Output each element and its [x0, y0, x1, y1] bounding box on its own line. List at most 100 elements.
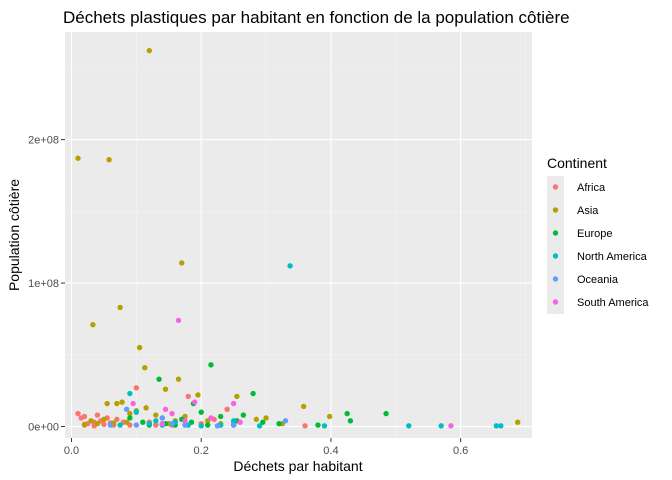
point-north-america [146, 420, 153, 427]
point-oceania [107, 422, 114, 428]
plot-panel [65, 32, 532, 438]
legend-label-asia: Asia [577, 205, 599, 217]
point-asia [326, 413, 333, 420]
point-north-america [153, 418, 159, 424]
y-axis: 0e+00 1e+08 2e+08 [28, 135, 65, 434]
point-asia [162, 386, 169, 392]
point-asia [90, 321, 96, 328]
point-north-america [117, 422, 123, 428]
grid-major [65, 32, 532, 438]
point-north-america [198, 423, 204, 429]
point-africa [101, 421, 107, 428]
point-africa [114, 416, 120, 423]
point-asia [195, 392, 201, 398]
point-north-america [493, 423, 500, 429]
legend: Continent Africa Asia Europe North America O… [547, 155, 649, 314]
point-europe [198, 409, 204, 415]
point-africa [75, 410, 81, 417]
point-north-america [498, 423, 504, 429]
point-europe [208, 362, 214, 368]
point-oceania [282, 418, 289, 424]
legend-label-europe: Europe [577, 228, 612, 240]
point-asia [146, 47, 153, 54]
point-europe [204, 422, 211, 428]
point-asia [175, 376, 182, 382]
point-europe [383, 410, 389, 417]
legend-label-africa: Africa [577, 182, 606, 194]
point-asia [234, 393, 240, 400]
point-asia [101, 416, 107, 423]
point-oceania [230, 422, 237, 428]
legend-key-oceania [552, 276, 559, 282]
data-points [75, 47, 521, 429]
x-tick-label: 0.6 [453, 445, 468, 457]
x-tick-label: 0.0 [64, 445, 79, 457]
x-tick-label: 0.2 [194, 445, 209, 457]
point-south-america [130, 400, 136, 407]
point-asia [114, 400, 120, 407]
y-tick-label: 0e+00 [28, 422, 59, 434]
point-south-america [237, 419, 243, 425]
point-oceania [123, 406, 130, 413]
point-oceania [214, 423, 221, 429]
point-south-america [169, 410, 175, 417]
point-asia [106, 156, 112, 163]
point-asia [515, 419, 521, 425]
point-north-america [133, 409, 140, 415]
point-europe [156, 376, 162, 382]
point-south-america [230, 400, 237, 407]
point-europe [217, 413, 224, 420]
point-asia [143, 405, 149, 411]
point-oceania [133, 422, 140, 428]
point-south-america [208, 415, 214, 421]
y-tick-label: 2e+08 [28, 135, 59, 147]
point-africa [302, 423, 308, 429]
point-asia [300, 403, 307, 410]
point-south-america [448, 423, 454, 429]
point-asia [253, 416, 260, 423]
point-asia [123, 419, 130, 425]
legend-key-background [547, 176, 564, 314]
point-europe [240, 412, 247, 418]
point-north-america [230, 418, 237, 424]
legend-key-africa [552, 184, 559, 190]
point-europe [250, 390, 256, 397]
x-axis-title: Déchets par habitant [233, 458, 362, 474]
point-north-america [287, 263, 293, 269]
point-africa [224, 406, 230, 413]
point-asia [179, 260, 185, 266]
point-asia [142, 365, 148, 371]
point-south-america [192, 399, 198, 405]
point-europe [260, 419, 266, 425]
legend-label-north-america: North America [577, 251, 648, 263]
point-africa [94, 412, 101, 418]
point-europe [344, 410, 350, 417]
point-south-america [175, 317, 182, 324]
legend-title: Continent [547, 155, 607, 171]
point-oceania [182, 422, 188, 428]
point-europe [276, 420, 282, 427]
x-tick-label: 0.4 [323, 445, 338, 457]
point-oceania [159, 415, 165, 421]
point-south-america [159, 420, 165, 427]
point-asia [117, 304, 123, 311]
x-axis: 0.0 0.2 0.4 0.6 [64, 438, 468, 457]
point-europe [315, 422, 321, 428]
legend-label-south-america: South America [577, 297, 649, 309]
point-asia [263, 415, 269, 421]
point-asia [119, 399, 125, 405]
point-africa [153, 422, 159, 428]
point-asia [94, 420, 101, 427]
point-europe [127, 415, 133, 421]
legend-label-oceania: Oceania [577, 274, 619, 286]
legend-key-south-america [552, 299, 559, 305]
legend-key-europe [552, 230, 559, 236]
point-north-america [127, 390, 133, 397]
point-north-america [438, 423, 444, 429]
y-axis-title: Population côtière [6, 179, 22, 291]
point-north-america [321, 423, 328, 429]
point-south-america [182, 418, 188, 424]
point-asia [81, 421, 88, 428]
point-europe [347, 418, 354, 424]
